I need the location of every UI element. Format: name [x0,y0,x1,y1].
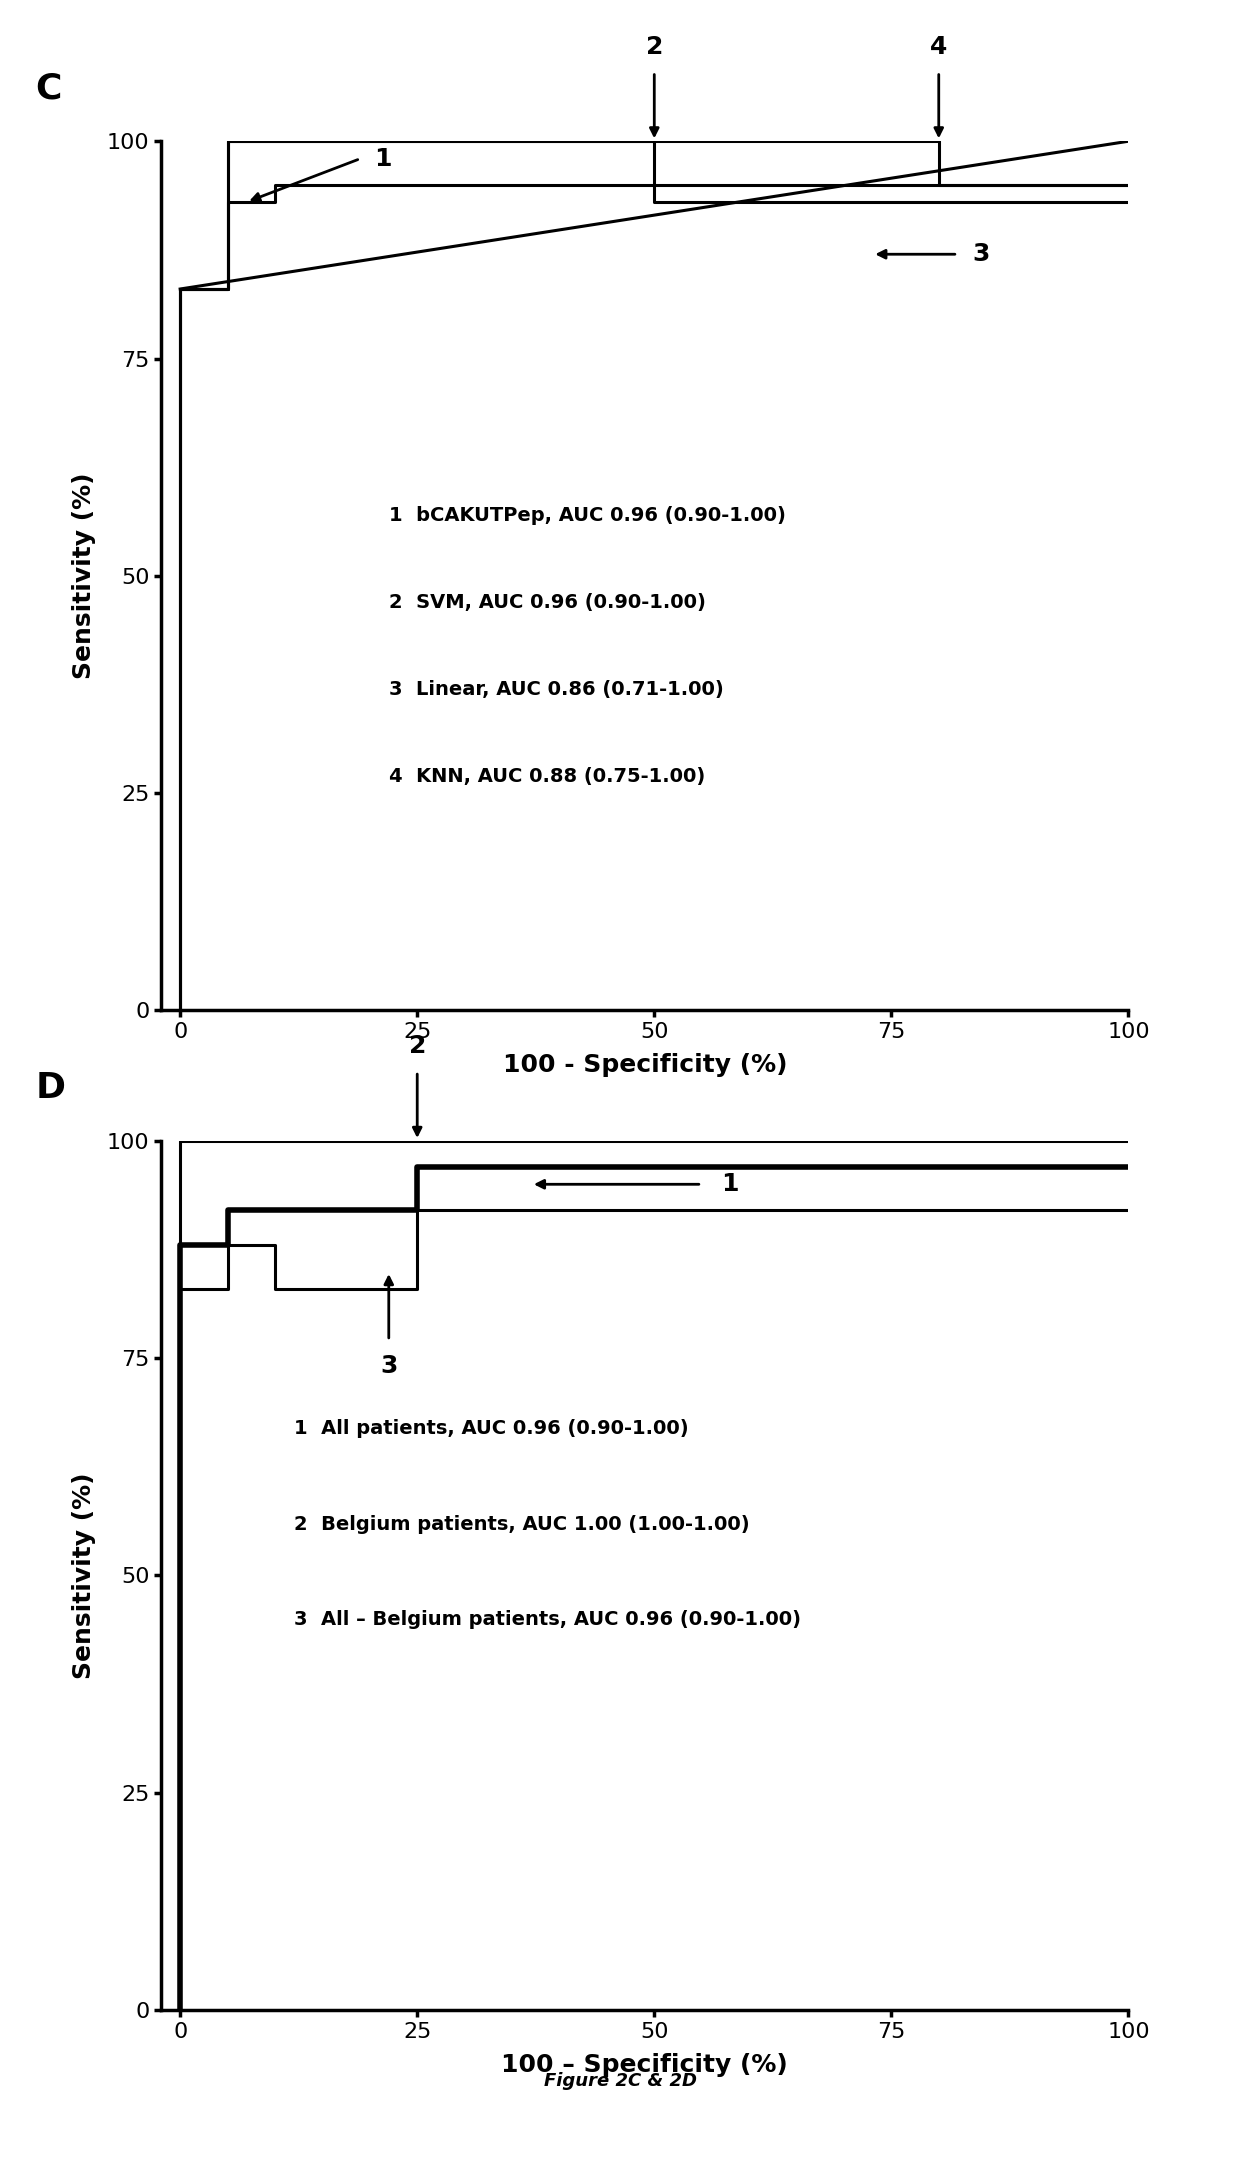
Text: Figure 2C & 2D: Figure 2C & 2D [543,2073,697,2090]
Text: 3  All – Belgium patients, AUC 0.96 (0.90-1.00): 3 All – Belgium patients, AUC 0.96 (0.90… [294,1610,801,1630]
Text: 1  bCAKUTPep, AUC 0.96 (0.90-1.00): 1 bCAKUTPep, AUC 0.96 (0.90-1.00) [389,506,786,526]
Text: 4  KNN, AUC 0.88 (0.75-1.00): 4 KNN, AUC 0.88 (0.75-1.00) [389,767,706,787]
Text: 2: 2 [646,35,663,59]
Text: 3  Linear, AUC 0.86 (0.71-1.00): 3 Linear, AUC 0.86 (0.71-1.00) [389,680,723,700]
Y-axis label: Sensitivity (%): Sensitivity (%) [72,1471,95,1680]
Text: C: C [36,72,62,106]
Text: 1  All patients, AUC 0.96 (0.90-1.00): 1 All patients, AUC 0.96 (0.90-1.00) [294,1419,688,1439]
Text: 2  Belgium patients, AUC 1.00 (1.00-1.00): 2 Belgium patients, AUC 1.00 (1.00-1.00) [294,1515,749,1534]
Text: 3: 3 [381,1354,398,1378]
Text: 1: 1 [720,1171,738,1197]
X-axis label: 100 – Specificity (%): 100 – Specificity (%) [501,2053,789,2077]
Text: 4: 4 [930,35,947,59]
Y-axis label: Sensitivity (%): Sensitivity (%) [72,472,95,680]
Text: 2  SVM, AUC 0.96 (0.90-1.00): 2 SVM, AUC 0.96 (0.90-1.00) [389,593,706,613]
Text: 3: 3 [972,241,990,267]
X-axis label: 100 - Specificity (%): 100 - Specificity (%) [502,1054,787,1078]
Text: 2: 2 [408,1034,425,1058]
Text: 1: 1 [374,146,392,172]
Text: D: D [36,1071,66,1106]
